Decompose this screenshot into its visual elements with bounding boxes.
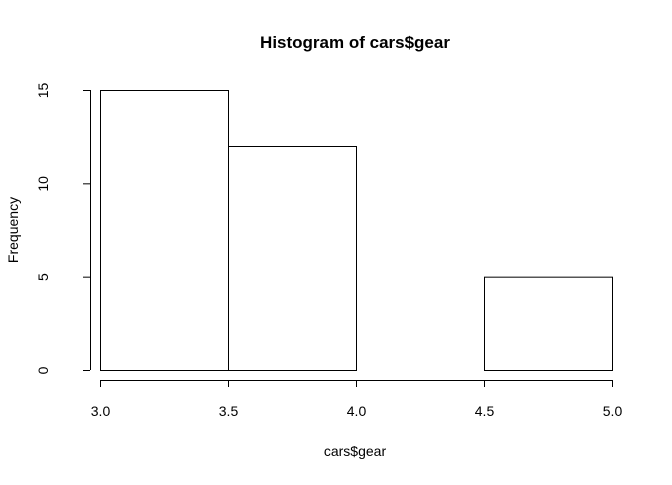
x-tick-label: 5.0 [603, 403, 623, 419]
x-axis-label: cars$gear [324, 443, 387, 459]
y-tick-label: 5 [35, 273, 51, 281]
x-tick-label: 3.0 [91, 403, 111, 419]
y-axis: 0 5 10 15 [35, 83, 91, 374]
histogram-bar-0 [100, 90, 229, 371]
x-axis: 3.0 3.5 4.0 4.5 5.0 [91, 380, 623, 419]
histogram-bar-1 [228, 146, 357, 371]
y-tick-label: 10 [35, 176, 51, 192]
y-tick-label: 0 [35, 366, 51, 374]
y-tick-label: 15 [35, 83, 51, 99]
chart-title: Histogram of cars$gear [260, 33, 450, 52]
x-tick-label: 3.5 [219, 403, 239, 419]
x-tick-label: 4.0 [347, 403, 367, 419]
bars-group [100, 90, 613, 371]
histogram-bar-3 [484, 276, 613, 371]
y-axis-label: Frequency [5, 197, 21, 263]
x-tick-label: 4.5 [475, 403, 495, 419]
